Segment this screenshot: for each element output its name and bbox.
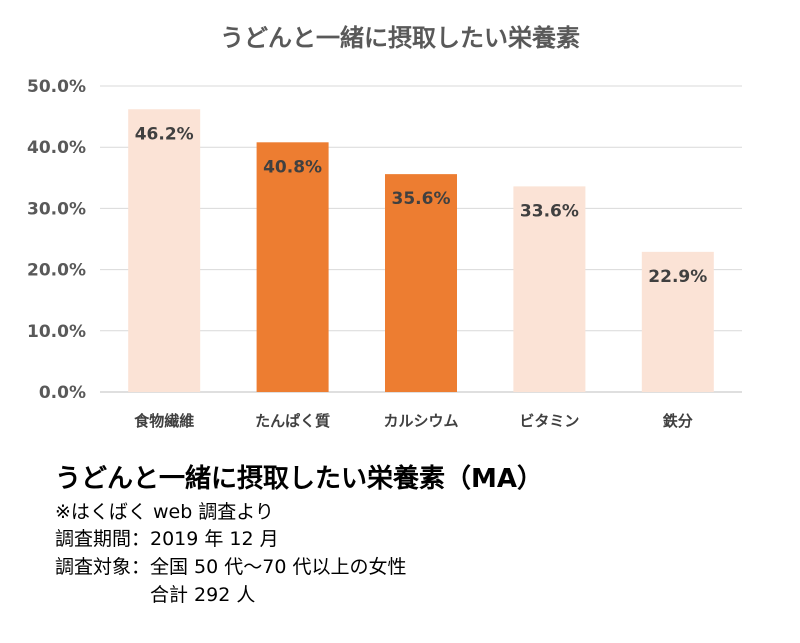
x-tick-label: 食物繊維 (134, 412, 194, 430)
caption-title: うどんと一緒に摂取したい栄養素（MA） (55, 464, 543, 494)
y-tick-label: 10.0% (27, 322, 86, 342)
y-tick-label: 0.0% (39, 383, 86, 403)
y-tick-label: 50.0% (27, 77, 86, 97)
x-tick-label: カルシウム (383, 412, 458, 430)
sample-total: 合計 292 人 (55, 584, 256, 606)
x-tick-label: 鉄分 (663, 412, 693, 430)
bar (513, 186, 586, 392)
data-label: 35.6% (392, 189, 451, 209)
source-note: ※はくばく web 調査より (55, 501, 274, 523)
y-tick-label: 20.0% (27, 261, 86, 281)
bar (256, 142, 329, 392)
bar-chart: 0.0% 10.0% 20.0% 30.0% 40.0% 50.0% 46.2% 食物繊維 40… (27, 77, 742, 430)
bar (641, 251, 714, 392)
y-tick-label: 30.0% (27, 199, 86, 219)
data-label: 40.8% (263, 157, 322, 177)
y-tick-label: 40.0% (27, 138, 86, 158)
x-tick-label: たんぱく質 (255, 412, 330, 430)
chart-title: うどんと一緒に摂取したい栄養素 (220, 24, 580, 52)
bar (385, 174, 457, 392)
data-label: 46.2% (135, 124, 194, 144)
survey-target: 調査対象：全国 50 代〜70 代以上の女性 (55, 556, 407, 578)
survey-period: 調査期間：2019 年 12 月 (55, 528, 279, 550)
data-label: 22.9% (648, 267, 707, 287)
bar (128, 109, 201, 393)
x-tick-label: ビタミン (519, 412, 579, 430)
data-label: 33.6% (520, 201, 579, 221)
